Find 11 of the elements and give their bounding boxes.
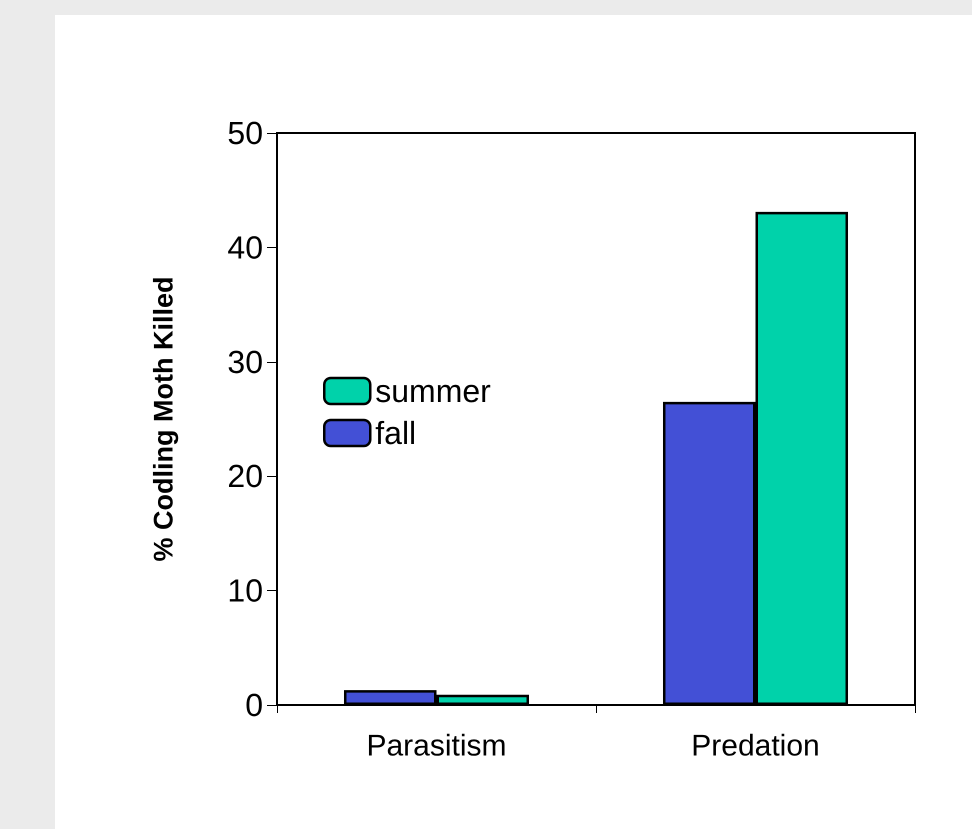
y-tick-label: 10 [227,572,263,609]
y-tick-label: 50 [227,115,263,151]
y-tick-label: 0 [245,687,263,723]
y-axis-title: % Codling Moth Killed [148,276,178,562]
x-tick-label: Predation [691,730,820,762]
y-tick-label: 30 [227,344,263,380]
x-tick-label: Parasitism [366,730,507,762]
y-tick-label: 40 [227,229,263,266]
legend-label: summer [375,373,492,409]
legend-label: fall [375,415,416,451]
y-tick-label: 20 [227,458,263,494]
